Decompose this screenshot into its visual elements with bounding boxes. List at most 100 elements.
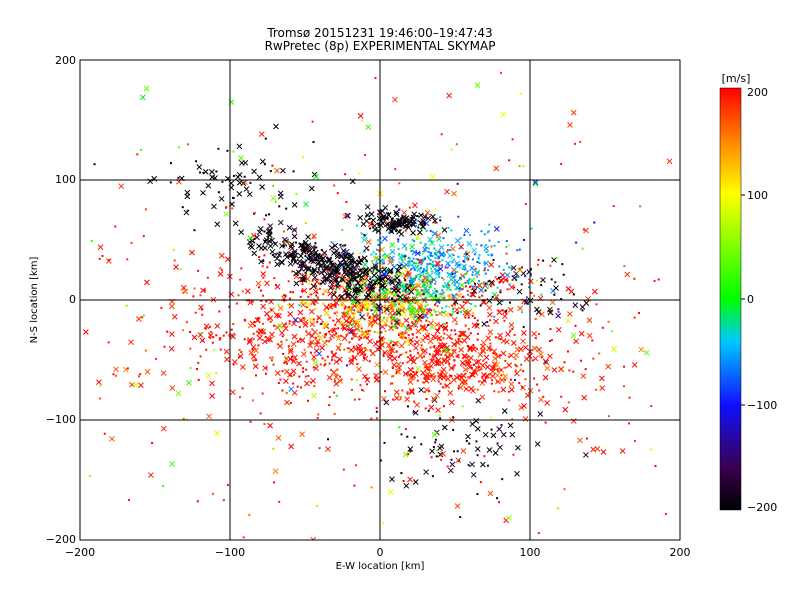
scatter-cross-marker xyxy=(461,380,468,387)
scatter-cross-marker xyxy=(460,372,467,379)
scatter-dot-marker xyxy=(412,267,415,270)
scatter-dot-marker xyxy=(337,334,340,337)
scatter-dot-marker xyxy=(448,374,451,377)
scatter-dot-marker xyxy=(454,345,457,348)
scatter-dot-marker xyxy=(385,300,388,303)
scatter-dot-marker xyxy=(373,319,376,322)
scatter-dot-marker xyxy=(524,378,527,381)
scatter-cross-marker xyxy=(247,322,254,329)
scatter-cross-marker xyxy=(493,165,500,172)
scatter-cross-marker xyxy=(214,430,221,437)
scatter-dot-marker xyxy=(334,290,337,293)
scatter-dot-marker xyxy=(476,388,479,391)
scatter-dot-marker xyxy=(98,257,101,260)
scatter-dot-marker xyxy=(304,222,307,225)
scatter-cross-marker xyxy=(265,336,272,343)
scatter-dot-marker xyxy=(349,299,352,302)
scatter-dot-marker xyxy=(561,263,564,266)
scatter-cross-marker xyxy=(515,444,521,451)
scatter-dot-marker xyxy=(406,435,409,438)
scatter-cross-marker xyxy=(389,347,396,354)
scatter-dot-marker xyxy=(398,308,401,311)
scatter-cross-marker xyxy=(583,452,589,458)
scatter-cross-marker xyxy=(497,444,503,451)
scatter-dot-marker xyxy=(592,357,595,360)
scatter-cross-marker xyxy=(567,311,573,317)
scatter-dot-marker xyxy=(540,356,543,359)
scatter-cross-marker xyxy=(488,261,495,268)
scatter-dot-marker xyxy=(282,296,285,299)
scatter-dot-marker xyxy=(409,354,412,357)
scatter-dot-marker xyxy=(332,267,335,270)
scatter-dot-marker xyxy=(316,296,319,299)
scatter-dot-marker xyxy=(420,344,423,347)
scatter-cross-marker xyxy=(246,191,253,198)
scatter-dot-marker xyxy=(493,244,496,247)
scatter-cross-marker xyxy=(445,376,451,382)
scatter-dot-marker xyxy=(351,280,354,283)
scatter-dot-marker xyxy=(283,245,286,248)
scatter-dot-marker xyxy=(429,313,432,316)
scatter-dot-marker xyxy=(312,318,315,321)
scatter-dot-marker xyxy=(430,252,433,255)
scatter-dot-marker xyxy=(444,310,447,313)
scatter-dot-marker xyxy=(425,397,428,400)
scatter-dot-marker xyxy=(278,323,281,326)
scatter-cross-marker xyxy=(535,309,542,315)
scatter-dot-marker xyxy=(400,325,403,328)
scatter-cross-marker xyxy=(359,330,365,337)
scatter-dot-marker xyxy=(328,340,331,343)
scatter-cross-marker xyxy=(330,262,337,269)
scatter-dot-marker xyxy=(404,258,407,261)
scatter-dot-marker xyxy=(482,359,485,362)
scatter-dot-marker xyxy=(295,192,298,195)
scatter-cross-marker xyxy=(429,358,435,365)
scatter-cross-marker xyxy=(490,432,497,439)
scatter-dot-marker xyxy=(391,367,394,370)
scatter-dot-marker xyxy=(215,334,218,337)
scatter-dot-marker xyxy=(439,216,442,219)
scatter-dot-marker xyxy=(389,341,392,344)
scatter-dot-marker xyxy=(476,319,479,322)
scatter-cross-marker xyxy=(357,214,364,221)
scatter-dot-marker xyxy=(323,364,326,367)
scatter-dot-marker xyxy=(485,361,488,364)
scatter-dot-marker xyxy=(396,326,399,329)
scatter-dot-marker xyxy=(430,295,433,298)
scatter-cross-marker xyxy=(440,366,447,373)
scatter-dot-marker xyxy=(253,211,256,214)
scatter-cross-marker xyxy=(291,202,298,208)
scatter-cross-marker xyxy=(493,318,499,325)
scatter-cross-marker xyxy=(521,403,527,409)
scatter-dot-marker xyxy=(303,262,306,265)
scatter-dot-marker xyxy=(444,354,447,357)
scatter-cross-marker xyxy=(412,202,418,209)
scatter-cross-marker xyxy=(260,271,267,277)
scatter-dot-marker xyxy=(467,279,470,282)
scatter-dot-marker xyxy=(406,283,409,286)
scatter-dot-marker xyxy=(633,277,636,280)
scatter-dot-marker xyxy=(397,248,400,251)
scatter-dot-marker xyxy=(513,333,516,336)
scatter-cross-marker xyxy=(434,321,440,328)
scatter-cross-marker xyxy=(531,330,537,337)
scatter-cross-marker xyxy=(284,399,290,406)
scatter-cross-marker xyxy=(133,382,139,388)
scatter-dot-marker xyxy=(407,264,410,267)
scatter-cross-marker xyxy=(288,251,294,257)
scatter-cross-marker xyxy=(273,123,279,130)
scatter-dot-marker xyxy=(396,283,399,286)
scatter-dot-marker xyxy=(388,349,391,352)
scatter-dot-marker xyxy=(508,399,511,402)
scatter-dot-marker xyxy=(485,244,488,247)
scatter-dot-marker xyxy=(287,345,290,348)
scatter-dot-marker xyxy=(287,240,290,243)
scatter-dot-marker xyxy=(341,275,344,278)
scatter-dot-marker xyxy=(406,268,409,271)
scatter-dot-marker xyxy=(304,375,307,378)
scatter-cross-marker xyxy=(532,180,539,187)
scatter-dot-marker xyxy=(390,348,393,351)
scatter-dot-marker xyxy=(316,416,319,419)
scatter-dot-marker xyxy=(364,347,367,350)
scatter-dot-marker xyxy=(212,349,215,352)
